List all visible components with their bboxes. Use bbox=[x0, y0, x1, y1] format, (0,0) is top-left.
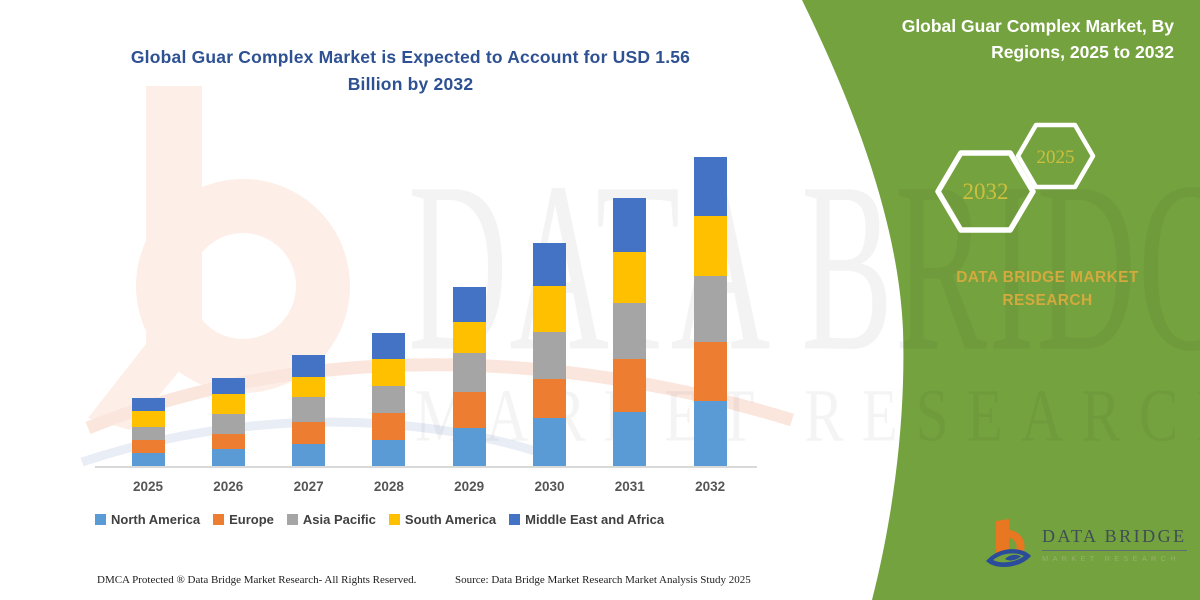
bar-segment-2025-asia-pacific bbox=[131, 426, 165, 440]
bar-segment-2030-europe bbox=[533, 379, 566, 419]
bar-segment-2028-europe bbox=[372, 413, 406, 441]
x-axis-label-2025: 2025 bbox=[132, 479, 164, 494]
bar-segment-2028-south-america bbox=[372, 359, 406, 387]
bar-segment-2030-north-america bbox=[533, 418, 566, 466]
bar-segment-2031-north-america bbox=[613, 411, 647, 466]
legend-swatch bbox=[286, 514, 298, 525]
brand-caption: DATA BRIDGE MARKET RESEARCH bbox=[956, 269, 1139, 310]
hexagon-2032-label: 2032 bbox=[963, 179, 1009, 204]
bar-segment-2029-north-america bbox=[452, 427, 486, 466]
bar-segment-2027-asia-pacific bbox=[292, 397, 326, 423]
legend-swatch bbox=[388, 514, 400, 525]
hexagon-2025 bbox=[1015, 122, 1096, 190]
bar-segment-2032-asia-pacific bbox=[693, 276, 727, 343]
x-axis-label-2031: 2031 bbox=[614, 479, 645, 494]
bar-segment-2026-middle-east-and-africa bbox=[211, 377, 245, 394]
bar-segment-2028-asia-pacific bbox=[372, 386, 406, 414]
bar-segment-2031-europe bbox=[613, 358, 647, 412]
bar-segment-2026-europe bbox=[211, 433, 245, 449]
bar-segment-2026-south-america bbox=[211, 393, 245, 414]
hexagon-2025-label: 2025 bbox=[1037, 147, 1075, 168]
dmca-copyright-text: DMCA Protected ® Data Bridge Market Rese… bbox=[97, 574, 417, 586]
databridge-logo-icon bbox=[986, 519, 1031, 568]
bar-segment-2025-north-america bbox=[131, 452, 165, 466]
bar-segment-2029-asia-pacific bbox=[452, 352, 486, 392]
chart-title: Global Guar Complex Market is Expected t… bbox=[130, 47, 691, 95]
legend-label: Middle East and Africa bbox=[525, 512, 665, 527]
bar-segment-2030-middle-east-and-africa bbox=[533, 243, 566, 287]
source-text: Source: Data Bridge Market Research Mark… bbox=[455, 574, 751, 586]
panel-title: Global Guar Complex Market, By Regions, … bbox=[901, 16, 1174, 63]
bar-segment-2029-middle-east-and-africa bbox=[452, 286, 486, 322]
legend-label: Asia Pacific bbox=[302, 512, 376, 527]
legend-item-middle-east-and-africa: Middle East and Africa bbox=[509, 512, 664, 527]
bar-segment-2029-south-america bbox=[452, 321, 486, 353]
bar-segment-2032-south-america bbox=[693, 216, 727, 277]
bar-segment-2032-europe bbox=[693, 342, 727, 402]
databridge-logo: DATA BRIDGE MARKET RESEARCH bbox=[983, 518, 1187, 570]
bar-segment-2031-south-america bbox=[613, 251, 647, 303]
x-axis-label-2028: 2028 bbox=[373, 479, 404, 494]
bar-segment-2029-europe bbox=[452, 391, 486, 428]
bar-segment-2032-middle-east-and-africa bbox=[693, 157, 727, 217]
x-axis-label-2030: 2030 bbox=[534, 479, 565, 494]
legend-label: Europe bbox=[229, 512, 274, 527]
logo-subtitle: MARKET RESEARCH bbox=[1042, 553, 1180, 563]
bar-segment-2027-europe bbox=[292, 422, 326, 444]
legend-swatch bbox=[213, 514, 225, 525]
legend-item-south-america: South America bbox=[388, 512, 497, 527]
x-axis-label-2026: 2026 bbox=[213, 479, 244, 494]
bar-segment-2026-north-america bbox=[211, 448, 245, 466]
bar-segment-2026-asia-pacific bbox=[211, 413, 245, 434]
bar-segment-2025-europe bbox=[131, 439, 165, 453]
bar-segment-2025-south-america bbox=[131, 410, 165, 427]
bar-segment-2031-middle-east-and-africa bbox=[613, 197, 647, 252]
x-axis-label-2027: 2027 bbox=[293, 479, 324, 494]
bar-segment-2030-south-america bbox=[533, 286, 566, 333]
legend-item-north-america: North America bbox=[95, 512, 200, 527]
x-axis-label-2029: 2029 bbox=[454, 479, 485, 494]
x-axis-label-2032: 2032 bbox=[695, 479, 726, 494]
databridge-logo-text: DATA BRIDGE MARKET RESEARCH bbox=[1042, 526, 1187, 563]
bar-segment-2031-asia-pacific bbox=[613, 302, 647, 359]
legend-swatch bbox=[95, 514, 106, 525]
legend: North America Europe Asia Pacific South Ame… bbox=[95, 512, 760, 527]
bar-segment-2027-south-america bbox=[292, 377, 326, 398]
legend-label: North America bbox=[111, 512, 201, 527]
bar-segment-2032-north-america bbox=[693, 401, 727, 466]
bar-segment-2030-asia-pacific bbox=[533, 332, 566, 380]
bar-segment-2027-north-america bbox=[292, 444, 326, 466]
bar-segment-2025-middle-east-and-africa bbox=[131, 397, 165, 411]
year-hexagons: 2032 2025 bbox=[935, 122, 1096, 233]
hexagon-2032 bbox=[935, 150, 1036, 233]
bar-segment-2028-north-america bbox=[372, 440, 406, 466]
bar-segment-2028-middle-east-and-africa bbox=[372, 333, 406, 360]
legend-label: South America bbox=[404, 512, 497, 527]
bar-segment-2027-middle-east-and-africa bbox=[292, 355, 326, 378]
x-axis-line bbox=[95, 466, 757, 468]
legend-item-europe: Europe bbox=[213, 512, 274, 527]
legend-item-asia-pacific: Asia Pacific bbox=[286, 512, 376, 527]
logo-name: DATA BRIDGE bbox=[1042, 526, 1187, 551]
databridge-logo-watermark bbox=[80, 86, 794, 467]
legend-swatch bbox=[509, 514, 521, 525]
